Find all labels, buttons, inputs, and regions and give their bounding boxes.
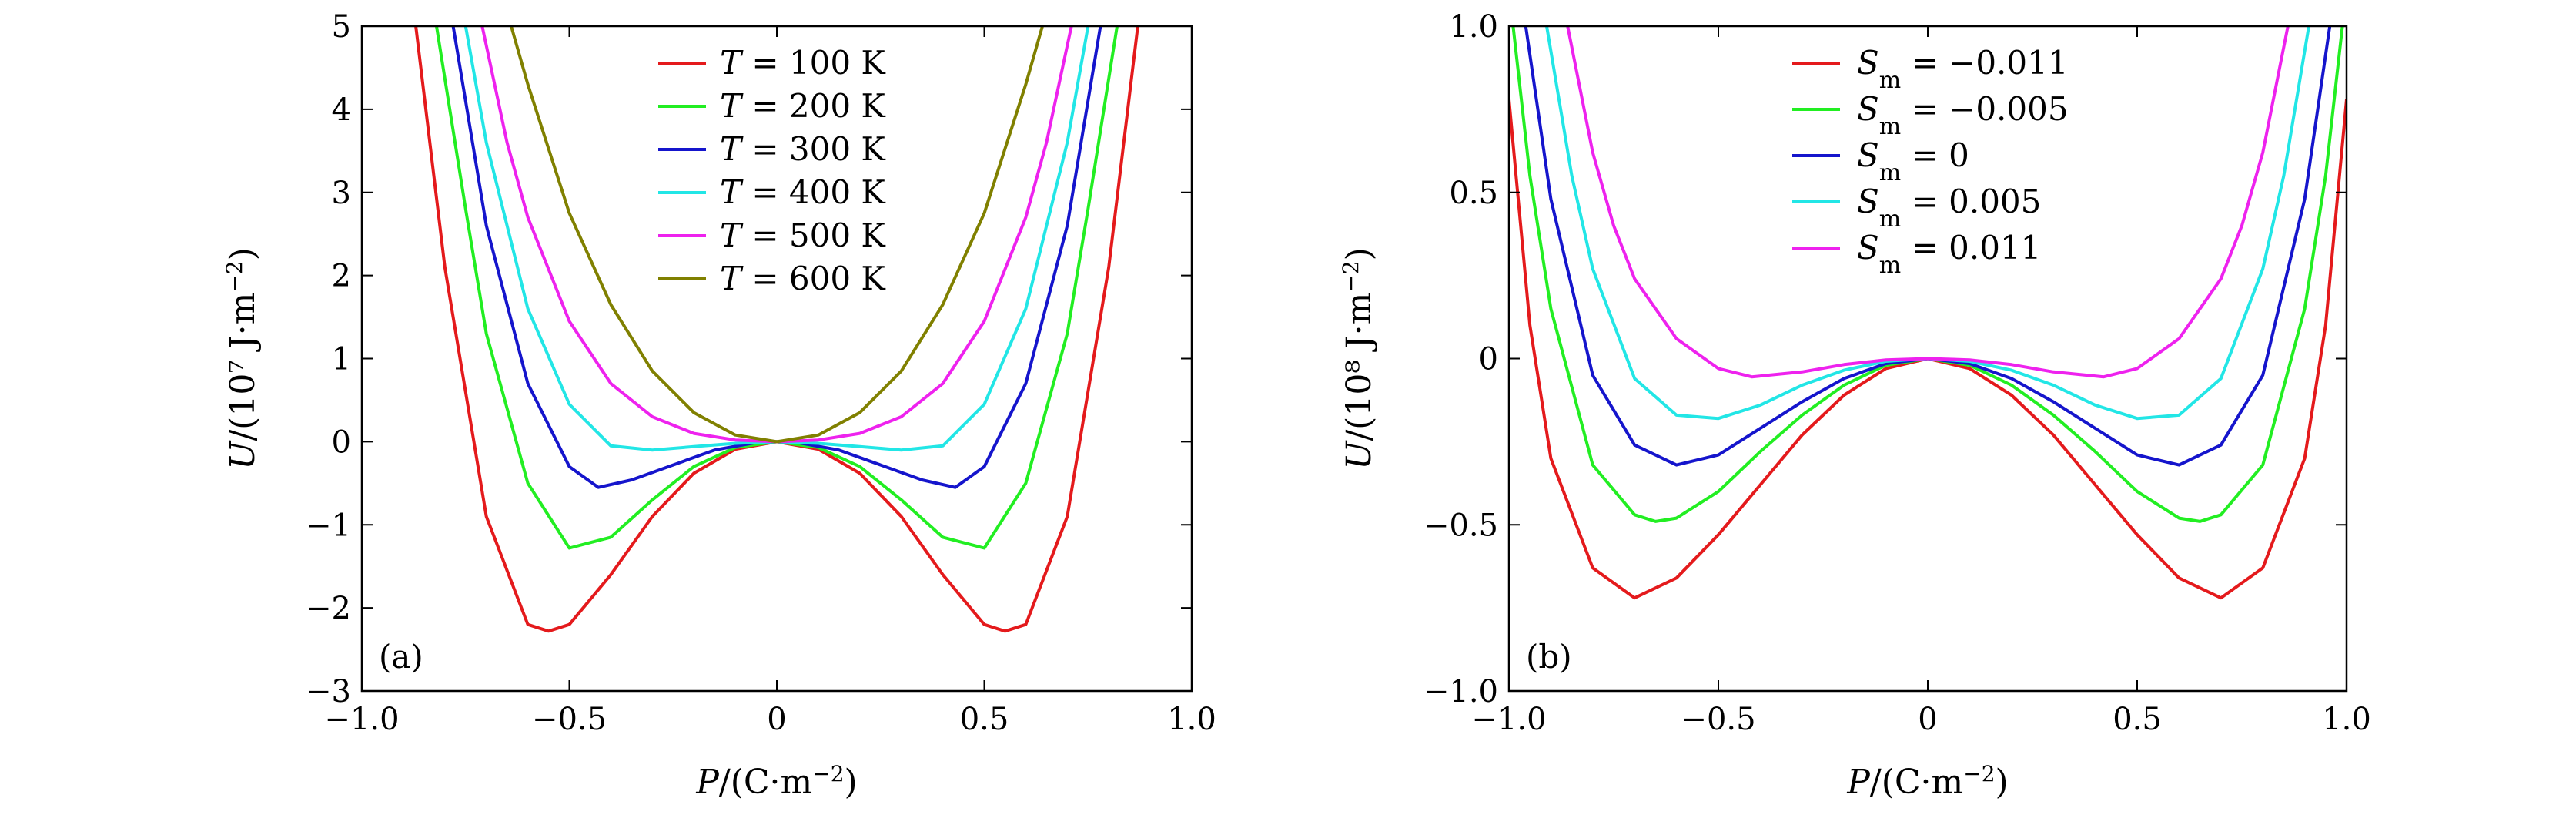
x-tick-label: 0.5 — [2113, 702, 2162, 737]
series-line-5 — [1566, 26, 2290, 379]
y-axis-label: U/(10⁸ J·m−2) — [1338, 247, 1380, 470]
y-axis-label: U/(10⁷ J·m−2) — [222, 247, 263, 470]
legend-entry: T = 200 K — [720, 87, 886, 125]
x-tick-label: −1.0 — [1471, 702, 1546, 737]
x-axis-label: P/(C·m−2) — [695, 761, 857, 803]
y-tick-label: 0.5 — [1449, 176, 1498, 211]
y-tick-label: 0 — [332, 424, 351, 460]
legend-entry: T = 100 K — [720, 44, 886, 82]
y-tick-label: 1.0 — [1449, 9, 1498, 45]
y-tick-label: 0 — [1479, 342, 1498, 377]
legend-entry: T = 400 K — [720, 173, 886, 211]
legend: T = 100 K T = 200 K T = 300 K T = 400 K T = … — [658, 44, 886, 297]
y-tick-label: 2 — [332, 259, 351, 294]
y-tick-label: −2 — [306, 591, 351, 626]
x-tick-label: −0.5 — [1681, 702, 1755, 737]
x-tick-label: 1.0 — [1167, 702, 1216, 737]
plot-frame — [360, 25, 1193, 693]
y-tick-label: −0.5 — [1423, 508, 1498, 543]
y-tick-label: 5 — [332, 9, 351, 45]
legend-entry: Sm = −0.005 — [1857, 90, 2069, 140]
x-tick-label: 0.5 — [960, 702, 1009, 737]
plot-area — [1509, 26, 2347, 600]
x-tick-label: −1.0 — [324, 702, 399, 737]
x-axis-label: P/(C·m−2) — [1846, 761, 2008, 803]
legend-entry: Sm = −0.011 — [1857, 44, 2069, 94]
legend-entry: T = 600 K — [720, 260, 886, 297]
y-tick-label: −3 — [306, 674, 351, 709]
chart-panel-b: −1.0 −0.5 0 0.5 1.0 −1.0 −0.5 0 0.5 1.0 P/(C·m−2) U… — [1338, 9, 2371, 802]
y-tick-label: 1 — [332, 342, 351, 377]
x-tick-label: 0 — [1918, 702, 1937, 737]
y-tick-label: 3 — [332, 176, 351, 211]
x-tick-label: 0 — [767, 702, 786, 737]
y-tick-label: −1.0 — [1423, 674, 1498, 709]
y-tick-label: 4 — [332, 92, 351, 128]
legend-entry: T = 300 K — [720, 130, 886, 168]
legend-entry: Sm = 0.011 — [1857, 229, 2041, 279]
chart-panel-a: −1.0 −0.5 0 0.5 1.0 −3 −2 −1 0 1 2 3 4 5 P/(C·m−2) U/(1… — [222, 9, 1216, 802]
series-line-6 — [510, 26, 1044, 444]
legend-entry: T = 500 K — [720, 216, 886, 254]
y-tick-label: −1 — [306, 508, 351, 543]
legend-entry: Sm = 0 — [1857, 136, 1969, 186]
x-tick-label: −0.5 — [532, 702, 607, 737]
plot-area — [414, 26, 1139, 633]
x-tick-label: 1.0 — [2322, 702, 2371, 737]
legend-entry: Sm = 0.005 — [1857, 183, 2041, 233]
panel-label: (a) — [379, 638, 423, 676]
panel-label: (b) — [1526, 638, 1572, 676]
